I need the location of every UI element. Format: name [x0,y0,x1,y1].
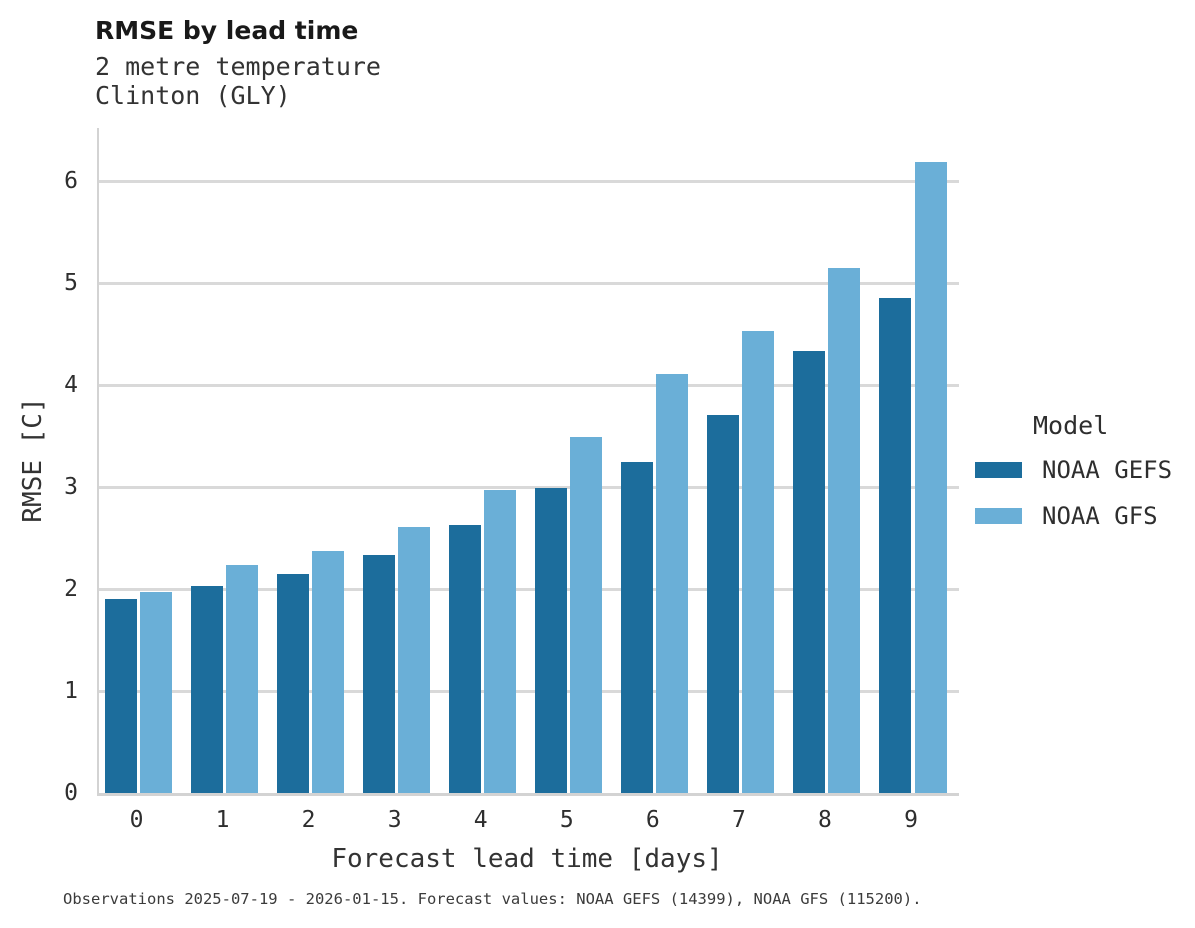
bar-noaa-gefs-lead-4 [448,525,481,793]
bar-noaa-gefs-lead-1 [190,586,223,793]
x-tick-label-5: 5 [559,807,574,833]
chart-subtitle-station: Clinton (GLY) [95,81,291,110]
legend-title: Model [1033,411,1109,440]
y-axis-title: RMSE [C] [18,397,48,523]
legend: Model NOAA GEFS NOAA GFS [975,411,1172,548]
y-tick-label-1: 1 [64,678,78,704]
x-tick-label-9: 9 [904,807,918,833]
gridline-y-3 [99,485,959,489]
gridline-y-1 [99,689,959,693]
y-tick-label-4: 4 [64,372,78,399]
x-tick-label-3: 3 [387,807,402,833]
y-tick-label-6: 6 [64,168,78,195]
bar-noaa-gfs-lead-8 [828,268,861,793]
legend-item-label: NOAA GEFS [1042,456,1173,484]
bar-noaa-gfs-lead-9 [914,162,947,793]
chart-title: RMSE by lead time [95,16,359,45]
bar-noaa-gefs-lead-0 [104,599,137,793]
x-tick-label-8: 8 [818,807,832,833]
y-tick-label-3: 3 [64,474,78,501]
chart-subtitle-variable: 2 metre temperature [95,52,381,81]
x-tick-label-7: 7 [731,807,746,833]
bar-noaa-gfs-lead-5 [570,437,603,793]
y-tick-label-0: 0 [64,780,78,806]
bar-noaa-gefs-lead-3 [362,555,395,793]
plot-area [97,128,959,796]
bar-noaa-gefs-lead-6 [620,462,653,793]
gridline-y-6 [99,179,959,183]
gridline-y-5 [99,281,959,285]
bar-noaa-gfs-lead-3 [398,527,431,793]
bar-noaa-gefs-lead-9 [879,298,912,793]
bar-noaa-gefs-lead-5 [534,488,567,793]
y-tick-label-5: 5 [64,270,78,297]
bar-noaa-gfs-lead-7 [742,331,775,793]
legend-item-noaa-gfs: NOAA GFS [975,502,1172,530]
legend-item-noaa-gefs: NOAA GEFS [975,456,1172,484]
x-tick-label-2: 2 [301,807,316,833]
y-tick-label-2: 2 [64,576,78,602]
bar-noaa-gfs-lead-1 [226,565,259,793]
bar-noaa-gefs-lead-8 [792,351,825,793]
legend-swatch-icon [975,508,1022,524]
bar-noaa-gefs-lead-7 [706,415,739,793]
bar-noaa-gefs-lead-2 [276,574,309,793]
bar-noaa-gfs-lead-0 [140,592,172,793]
legend-items: NOAA GEFS NOAA GFS [975,456,1172,530]
legend-swatch-icon [975,462,1022,478]
bar-noaa-gfs-lead-4 [484,490,517,793]
caption: Observations 2025-07-19 - 2026-01-15. Fo… [63,890,922,908]
bar-noaa-gfs-lead-2 [312,551,345,793]
bar-noaa-gfs-lead-6 [656,374,689,793]
gridline-y-4 [99,383,959,387]
x-tick-label-0: 0 [129,807,144,833]
x-axis-title: Forecast lead time [days] [331,844,723,874]
x-tick-label-1: 1 [215,807,230,833]
x-tick-label-6: 6 [645,807,660,833]
x-tick-label-4: 4 [473,807,488,833]
gridline-y-2 [99,587,959,591]
legend-item-label: NOAA GFS [1042,502,1158,530]
